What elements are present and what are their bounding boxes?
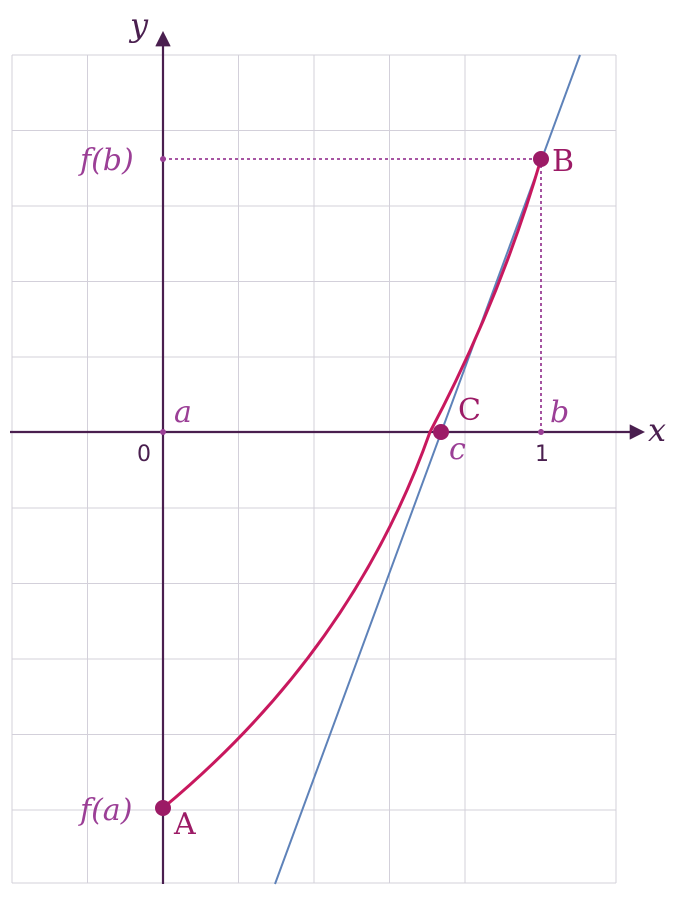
fb-tick-dot: [160, 156, 166, 162]
point-c-marker: [433, 424, 449, 440]
b-tick-dot: [538, 429, 544, 435]
origin-label: 0: [137, 442, 151, 467]
point-a-marker: [155, 800, 171, 816]
label-c: c: [449, 432, 466, 467]
label-point-b: B: [552, 144, 574, 179]
label-b: b: [550, 395, 569, 430]
label-fa: f(a): [78, 793, 132, 828]
grid: [11, 54, 617, 884]
y-axis-label: y: [128, 6, 149, 44]
a-tick-dot: [160, 429, 166, 435]
tick-label-one: 1: [535, 442, 549, 467]
label-point-c: C: [458, 393, 481, 428]
label-fb: f(b): [78, 143, 134, 178]
label-a: a: [174, 395, 192, 430]
function-curve: [162, 158, 543, 810]
point-b-marker: [533, 151, 549, 167]
label-point-a: A: [173, 807, 196, 842]
x-axis-label: x: [648, 411, 666, 449]
